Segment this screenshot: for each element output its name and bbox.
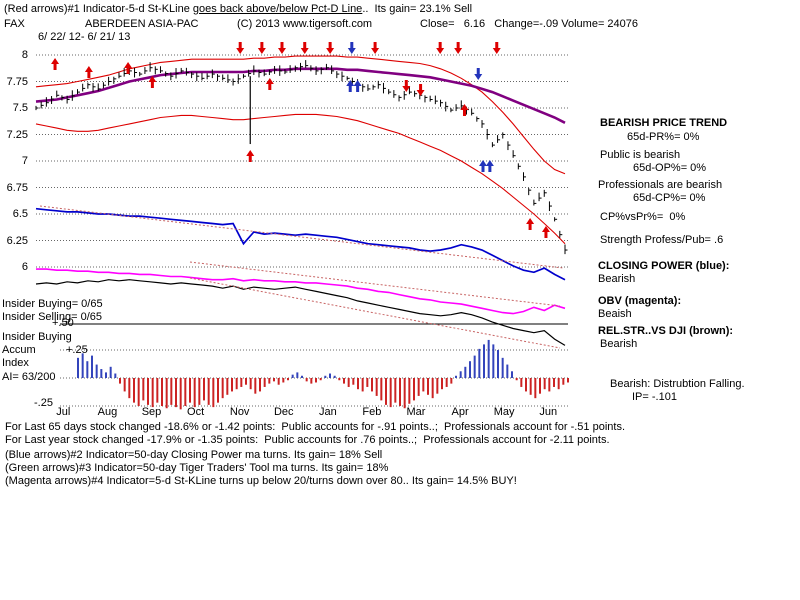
- ai-scale-plus25: +.25: [66, 344, 88, 356]
- ai-scale-minus25: -.25: [34, 397, 53, 409]
- panel-line: Bearish: [598, 273, 636, 285]
- rel-strength-line: [35, 279, 566, 346]
- accum-index-label-2: Accum: [2, 344, 36, 356]
- blue-up-arrow-icon: [346, 80, 355, 92]
- trendlines: [39, 205, 564, 349]
- price-tick-label: 7.75: [6, 75, 28, 88]
- month-label: Jul: [56, 406, 71, 418]
- blue-up-arrow-icon: [353, 80, 362, 92]
- panel-line: IP= -.101: [632, 391, 677, 403]
- closing-power-line: [35, 207, 566, 281]
- blue-down-arrow-icon: [474, 68, 483, 80]
- signal1-pre: (Red arrows)#1 Indicator-5-d St-KLine: [4, 3, 193, 15]
- date-range: 6/ 22/ 12- 6/ 21/ 13: [38, 31, 131, 43]
- lower-band-line: [35, 113, 566, 245]
- footer-line: (Blue arrows)#2 Indicator=50-day Closing…: [5, 449, 383, 461]
- month-label: Sep: [141, 406, 162, 418]
- insider-selling-label: Insider Selling= 0/65: [2, 311, 102, 323]
- red-up-arrow-icon: [541, 226, 550, 238]
- blue-down-arrow-icon: [347, 42, 356, 54]
- panel-line: 65d-OP%= 0%: [633, 162, 707, 174]
- red-up-arrow-icon: [526, 218, 535, 230]
- red-up-arrow-icon: [148, 76, 157, 88]
- accum-histogram: [77, 339, 569, 410]
- price-candles: [35, 60, 568, 255]
- red-up-arrow-icon: [246, 150, 255, 162]
- month-label: Mar: [406, 406, 426, 418]
- price-tick-label: 7.25: [6, 128, 28, 141]
- red-down-arrow-icon: [277, 42, 286, 54]
- panel-line: Strength Profess/Pub= .6: [600, 234, 724, 246]
- red-up-arrow-icon: [265, 78, 274, 90]
- panel-line: BEARISH PRICE TREND: [600, 117, 728, 129]
- signal1-underlined: goes back above/below Pct-D Line: [192, 3, 363, 15]
- panel-line: Professionals are bearish: [598, 179, 723, 191]
- month-label: Jun: [539, 406, 558, 418]
- month-label: Aug: [97, 406, 118, 418]
- red-down-arrow-icon: [326, 42, 335, 54]
- ai-axis-lines: [60, 323, 568, 407]
- ai-reading: AI= 63/200: [2, 371, 56, 383]
- red-up-arrow-icon: [84, 66, 93, 78]
- panel-line: CLOSING POWER (blue):: [598, 260, 730, 272]
- footer-line: For Last 65 days stock changed -18.6% or…: [5, 421, 625, 433]
- footer-line: For Last year stock changed -17.9% or -1…: [5, 434, 610, 446]
- red-up-arrow-icon: [124, 62, 133, 74]
- red-down-arrow-icon: [492, 42, 501, 54]
- accum-index-label-1: Insider Buying: [2, 331, 72, 343]
- footer-line: (Green arrows)#3 Indicator=50-day Tiger …: [5, 462, 389, 474]
- month-label: Apr: [451, 406, 469, 418]
- panel-line: 65d-PR%= 0%: [627, 131, 700, 143]
- panel-line: Beaish: [598, 308, 632, 320]
- blue-up-arrow-icon: [479, 160, 488, 172]
- panel-line: Public is bearish: [600, 149, 681, 161]
- company-name: ABERDEEN ASIA-PAC: [85, 18, 199, 30]
- red-up-arrow-icon: [51, 58, 60, 70]
- price-tick-label: 6.5: [12, 208, 28, 220]
- month-label: Dec: [273, 406, 294, 418]
- accum-index-label-3: Index: [2, 357, 29, 369]
- price-tick-label: 7.5: [12, 102, 28, 114]
- panel-line: OBV (magenta):: [598, 295, 682, 307]
- red-down-arrow-icon: [236, 42, 245, 54]
- panel-line: Bearish: [600, 338, 638, 350]
- ai-scale-plus50: +.50: [52, 317, 74, 329]
- copyright-text: (C) 2013 www.tigersoft.com: [237, 18, 373, 30]
- month-label: Feb: [362, 406, 382, 418]
- red-down-arrow-icon: [300, 42, 309, 54]
- price-tick-label: 7: [21, 155, 28, 167]
- price-tick-label: 6: [21, 261, 28, 273]
- footer-line: (Magenta arrows)#4 Indicator=5-d St-KLin…: [5, 475, 517, 487]
- signal-arrows: [51, 42, 550, 238]
- ticker-symbol: FAX: [4, 18, 25, 30]
- red-down-arrow-icon: [416, 84, 425, 96]
- obv-line: [36, 268, 566, 315]
- month-label: Nov: [229, 406, 250, 418]
- blue-up-arrow-icon: [485, 160, 494, 172]
- price-tick-label: 6.75: [6, 181, 28, 194]
- month-label: May: [493, 406, 515, 418]
- quote-line: Close= 6.16 Change=-.09 Volume= 24076: [420, 18, 639, 30]
- price-tick-label: 8: [21, 49, 28, 61]
- panel-line: 65d-CP%= 0%: [633, 192, 706, 204]
- panel-line: REL.STR..VS DJI (brown):: [598, 325, 734, 337]
- red-down-arrow-icon: [371, 42, 380, 54]
- panel-line: CP%vsPr%= 0%: [600, 211, 686, 223]
- month-label: Oct: [187, 406, 205, 418]
- red-down-arrow-icon: [454, 42, 463, 54]
- signal1-header: (Red arrows)#1 Indicator-5-d St-KLine go…: [4, 3, 472, 15]
- month-label: Jan: [318, 406, 337, 418]
- red-up-arrow-icon: [460, 104, 469, 116]
- red-down-arrow-icon: [402, 80, 411, 92]
- red-down-arrow-icon: [436, 42, 445, 54]
- red-down-arrow-icon: [257, 42, 266, 54]
- insider-buying-label: Insider Buying= 0/65: [2, 298, 103, 310]
- panel-line: Bearish: Distrubtion Falling.: [610, 378, 745, 390]
- signal1-post: .. Its gain= 23.1% Sell: [362, 3, 473, 15]
- price-tick-label: 6.25: [6, 234, 28, 247]
